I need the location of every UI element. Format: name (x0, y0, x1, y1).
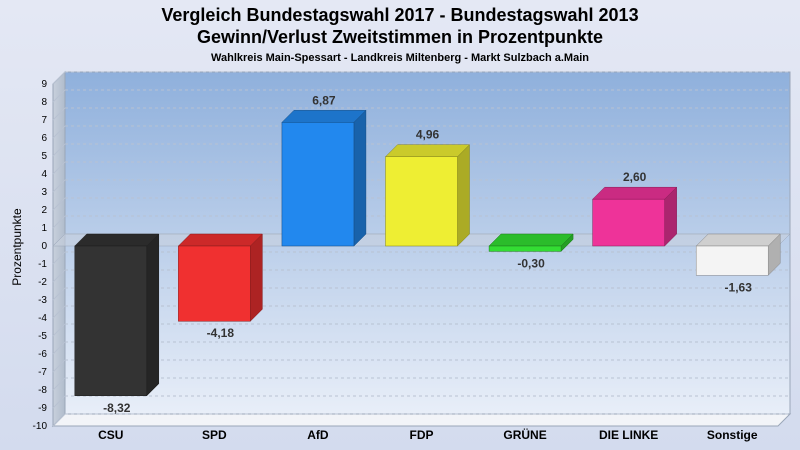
bar-die-linke (592, 186, 678, 247)
bar-top (177, 233, 263, 247)
gridline-side (52, 107, 66, 121)
gridline-side (52, 251, 66, 265)
gridline-side (52, 359, 66, 373)
bar-top (384, 144, 471, 157)
bar-csu (74, 233, 160, 397)
bar-top (281, 110, 367, 123)
bar-front (178, 245, 251, 322)
y-tick-label: 9 (41, 79, 47, 90)
bar-front (385, 156, 458, 247)
gridline-side (52, 215, 66, 229)
x-tick-label: Sonstige (707, 428, 758, 442)
y-tick-label: 5 (41, 151, 47, 162)
data-label: 6,87 (312, 93, 336, 107)
gridline-side (52, 125, 66, 139)
gridline-side (52, 269, 66, 283)
bar-afd (281, 109, 367, 247)
bar-side (250, 233, 263, 322)
gridline-side (52, 323, 66, 337)
x-tick-label: CSU (98, 428, 123, 442)
chart-title-line2: Gewinn/Verlust Zweitstimmen in Prozentpu… (196, 27, 604, 47)
y-tick-label: -9 (38, 403, 47, 414)
plot-side-wall (52, 70, 66, 428)
gridline-side (52, 143, 66, 157)
y-tick-label: -10 (33, 421, 48, 432)
gridline-side (52, 395, 66, 409)
gridline-side (52, 287, 66, 301)
data-label: -8,32 (103, 401, 131, 415)
gridline-side (52, 197, 66, 211)
gridline-side (52, 413, 66, 427)
bar-front (695, 245, 769, 276)
y-tick-label: -5 (38, 331, 47, 342)
y-tick-label: 0 (41, 241, 47, 252)
gridline-side (52, 89, 66, 103)
data-label: -4,18 (207, 326, 235, 340)
data-label: 4,96 (416, 128, 440, 142)
x-tick-label: FDP (410, 428, 434, 442)
bar-side (457, 144, 470, 247)
x-tick-label: GRÜNE (503, 427, 546, 442)
gridline-side (52, 377, 66, 391)
chart-title-block: Vergleich Bundestagswahl 2017 - Bundesta… (0, 4, 800, 66)
bar-front (488, 245, 562, 252)
x-tick-label: AfD (307, 428, 329, 442)
y-tick-label: 4 (41, 169, 47, 180)
data-label: -0,30 (517, 256, 545, 270)
data-label: 2,60 (623, 170, 647, 184)
gridline-side (52, 179, 66, 193)
data-label: -1,63 (725, 280, 753, 294)
y-tick-label: 7 (41, 115, 47, 126)
bar-side (353, 109, 367, 247)
bar-top (695, 233, 781, 247)
bar-top (74, 233, 160, 247)
y-tick-label: 3 (41, 187, 47, 198)
bar-side (146, 233, 160, 397)
bar-sonstige (695, 233, 781, 276)
x-tick-label: SPD (202, 428, 227, 442)
chart-title: Vergleich Bundestagswahl 2017 - Bundesta… (161, 5, 639, 25)
bar-top (488, 233, 574, 247)
y-tick-label: -3 (38, 295, 47, 306)
bar-front (74, 245, 148, 397)
y-tick-label: -2 (38, 277, 47, 288)
y-tick-label: -4 (38, 313, 47, 324)
gridline-side (52, 341, 66, 355)
y-tick-label: 2 (41, 205, 47, 216)
y-tick-label: 6 (41, 133, 47, 144)
plot-floor (51, 413, 792, 427)
y-tick-label: -7 (38, 367, 47, 378)
bar-grüne (488, 233, 574, 253)
y-tick-label: -6 (38, 349, 47, 360)
x-tick-label: DIE LINKE (599, 428, 658, 442)
bar-front (281, 122, 355, 247)
y-tick-label: -8 (38, 385, 47, 396)
bar-top (592, 186, 678, 200)
gridline-side (52, 161, 66, 175)
chart-subtitle: Wahlkreis Main-Spessart - Landkreis Milt… (211, 52, 589, 64)
bar-spd (177, 233, 263, 322)
y-tick-label: 8 (41, 97, 47, 108)
bar-front (592, 198, 665, 247)
bar-fdp (384, 144, 471, 247)
y-tick-label: 1 (41, 223, 47, 234)
gridline-side (52, 71, 66, 85)
gridline-side (52, 305, 66, 319)
y-tick-label: -1 (38, 259, 47, 270)
